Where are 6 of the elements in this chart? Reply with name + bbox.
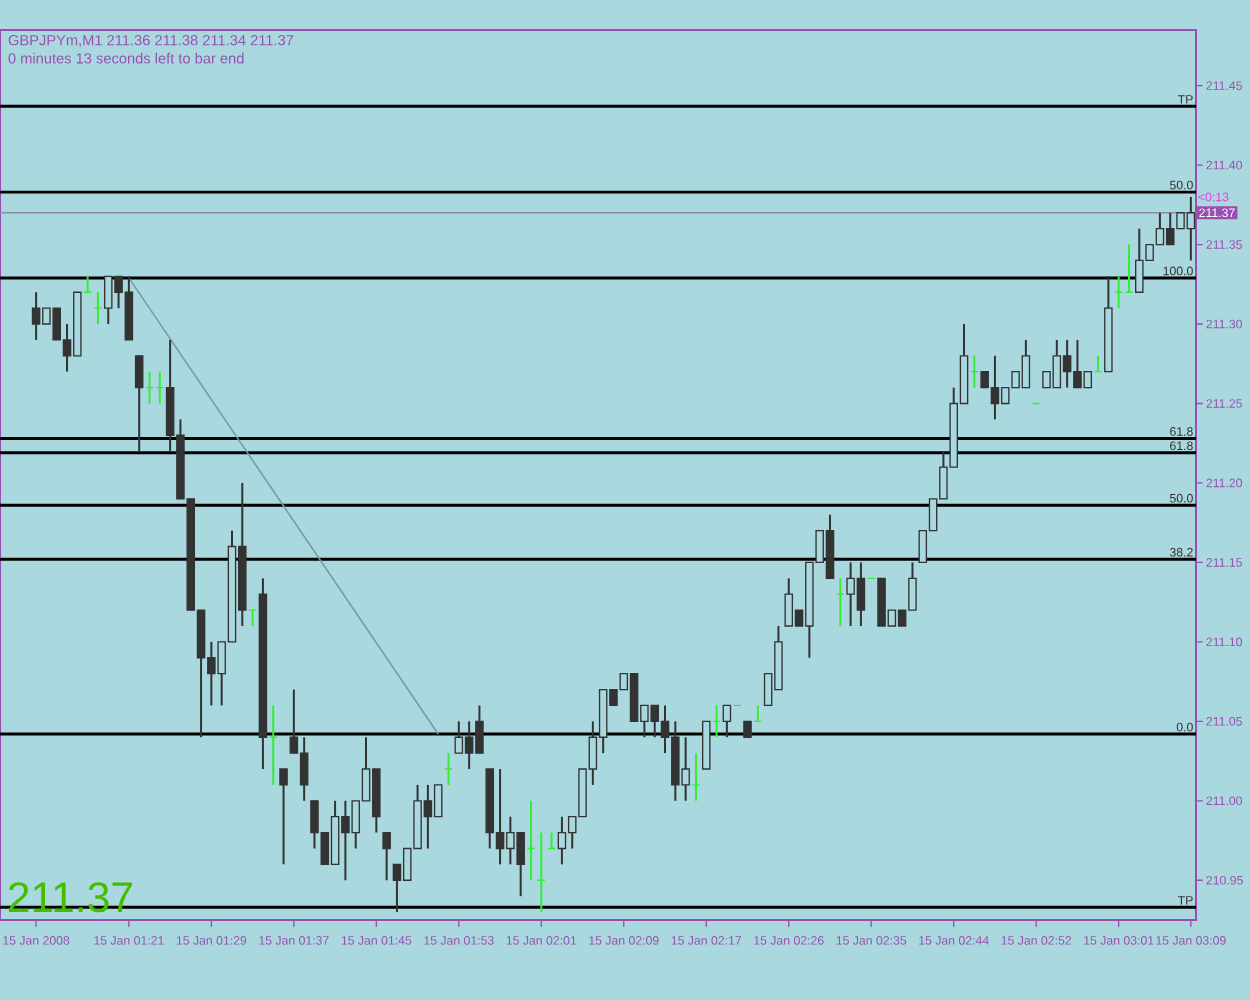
candlestick — [279, 768, 288, 866]
candlestick — [382, 831, 391, 882]
candlestick — [722, 704, 732, 739]
candlestick — [701, 720, 711, 770]
candlestick — [134, 354, 144, 453]
annotation: 211.37 — [8, 882, 132, 913]
